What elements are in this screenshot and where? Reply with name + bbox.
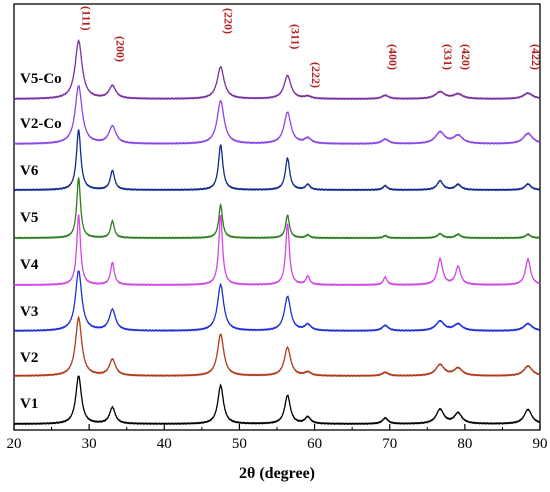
peak-label: (311) [289, 24, 303, 49]
series-trace-v3 [13, 270, 541, 333]
series-label: V5-Co [20, 71, 62, 87]
series-trace-v5-co [13, 38, 541, 101]
series-trace-v1 [13, 375, 541, 426]
x-tick-label: 30 [82, 436, 97, 452]
x-tick-label: 20 [7, 436, 22, 452]
peak-labels: (111) (200) (220) (311) (222) (400) (331) (420)… [80, 6, 543, 88]
x-tick-label: 70 [382, 436, 397, 452]
peak-label: (200) [113, 36, 127, 62]
x-tick-label: 40 [157, 436, 172, 452]
peak-label: (420) [459, 44, 473, 70]
peak-label: (111) [80, 6, 94, 31]
x-tick-label: 90 [533, 436, 548, 452]
x-axis-title: 2θ (degree) [239, 465, 315, 482]
series-label: V1 [20, 396, 38, 412]
series-label: V4 [20, 257, 39, 273]
series-label: V5 [20, 210, 38, 226]
x-tick-label: 60 [307, 436, 322, 452]
series-labels: V5-Co V2-Co V6 V5 V4 V3 V2 V1 [20, 71, 62, 412]
x-axis: 20 30 40 50 60 70 80 90 [7, 424, 548, 452]
series-traces [13, 38, 541, 426]
series-label: V2 [20, 350, 38, 366]
series-trace-v6 [13, 129, 541, 192]
peak-label: (331) [441, 44, 455, 70]
peak-label: (220) [222, 8, 236, 34]
series-trace-v5 [13, 176, 541, 240]
series-trace-v4 [13, 214, 541, 287]
x-tick-label: 80 [457, 436, 472, 452]
series-label: V2-Co [20, 116, 62, 132]
series-trace-v2-co [13, 84, 541, 146]
series-trace-v2 [13, 315, 541, 378]
peak-label: (400) [386, 44, 400, 70]
x-tick-label: 50 [232, 436, 247, 452]
peak-label: (422) [529, 44, 543, 70]
series-label: V6 [20, 163, 39, 179]
series-label: V3 [20, 304, 38, 320]
peak-label: (222) [309, 62, 323, 88]
